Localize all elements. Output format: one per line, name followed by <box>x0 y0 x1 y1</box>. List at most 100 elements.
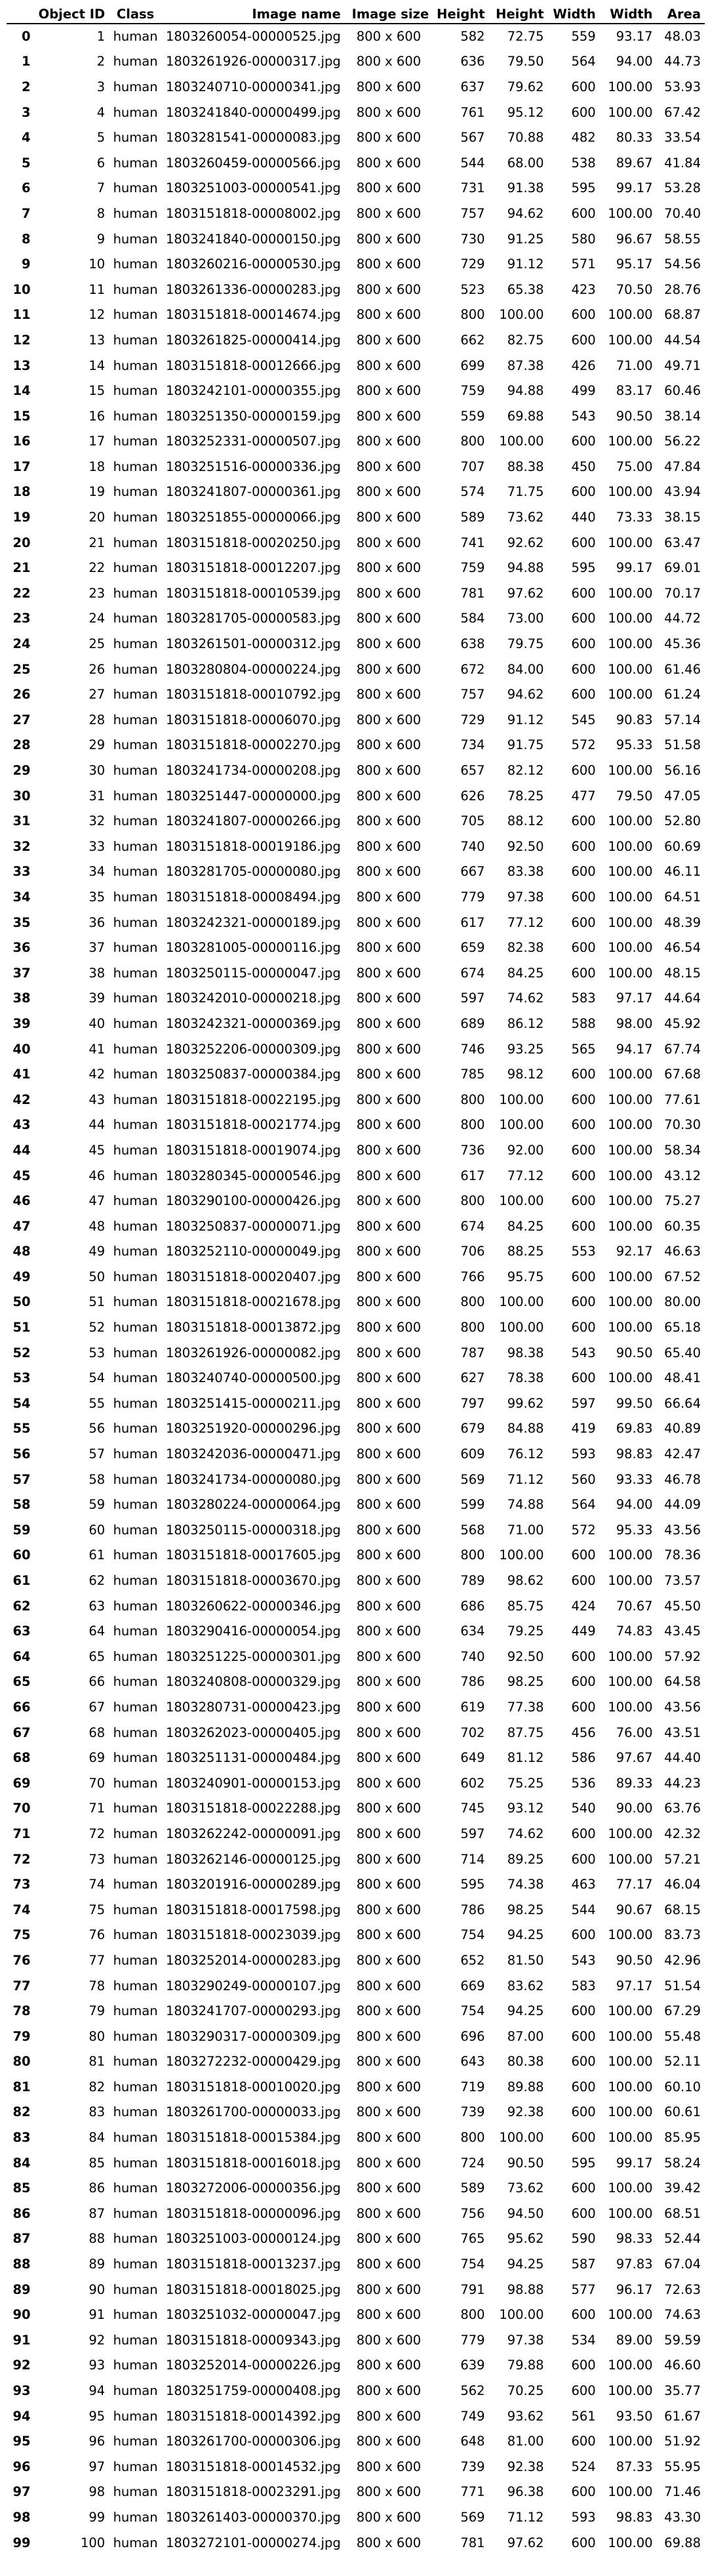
table-row: 92 93 human 1803252014-00000226.jpg 800 x 60… <box>7 2353 705 2379</box>
height-percent-cell: 80.38 <box>507 2054 544 2070</box>
image-name-cell: 1803260622-00000346.jpg <box>165 1598 341 1614</box>
width-percent-cell: 100.00 <box>608 889 653 905</box>
image-name-cell: 1803261700-00000033.jpg <box>165 2104 341 2120</box>
class-cell: human <box>113 560 158 576</box>
class-cell: human <box>113 54 158 70</box>
object-id-cell: 61 <box>89 1547 106 1563</box>
row-index: 93 <box>12 2383 31 2399</box>
height-percent-cell: 100.00 <box>499 1117 544 1133</box>
image-size-cell: 800 x 600 <box>356 1648 422 1664</box>
area-cell: 40.89 <box>664 1421 701 1437</box>
width-percent-cell: 94.00 <box>616 54 653 70</box>
width-percent-cell: 100.00 <box>608 1573 653 1589</box>
height-cell: 619 <box>460 1699 485 1715</box>
table-row: 53 54 human 1803240740-00000500.jpg 800 x 60… <box>7 1365 705 1391</box>
class-cell: human <box>113 1598 158 1614</box>
width-percent-cell: 79.50 <box>616 788 653 804</box>
width-cell: 600 <box>571 1269 596 1284</box>
object-id-cell: 20 <box>89 510 106 525</box>
row-index: 22 <box>12 585 31 601</box>
row-index: 17 <box>12 459 31 474</box>
object-id-cell: 93 <box>89 2358 106 2373</box>
height-cell: 797 <box>460 1395 485 1411</box>
width-cell: 590 <box>571 2231 596 2247</box>
table-row: 91 92 human 1803151818-00009343.jpg 800 x 60… <box>7 2327 705 2353</box>
image-name-cell: 1803242036-00000471.jpg <box>165 1446 341 1462</box>
image-size-cell: 800 x 600 <box>356 434 422 449</box>
object-id-cell: 35 <box>89 889 106 905</box>
row-index: 1 <box>22 54 31 70</box>
width-percent-cell: 92.17 <box>616 1244 653 1259</box>
table-row: 45 46 human 1803280345-00000546.jpg 800 x 60… <box>7 1163 705 1189</box>
height-cell: 589 <box>460 2180 485 2196</box>
row-index: 52 <box>12 1345 31 1360</box>
image-name-cell: 1803151818-00023291.jpg <box>165 2484 341 2500</box>
width-cell: 538 <box>571 155 596 171</box>
row-index: 3 <box>22 104 31 120</box>
width-cell: 600 <box>571 763 596 779</box>
width-cell: 560 <box>571 1471 596 1487</box>
width-percent-cell: 100.00 <box>608 763 653 779</box>
height-cell: 791 <box>460 2281 485 2297</box>
width-cell: 580 <box>571 231 596 247</box>
image-size-cell: 800 x 600 <box>356 2180 422 2196</box>
height-percent-cell: 88.38 <box>507 459 544 474</box>
height-percent-cell: 88.12 <box>507 813 544 829</box>
image-name-cell: 1803251516-00000336.jpg <box>165 459 341 474</box>
row-index: 81 <box>12 2079 31 2095</box>
width-cell: 595 <box>571 180 596 196</box>
width-percent-cell: 100.00 <box>608 1826 653 1841</box>
area-cell: 46.54 <box>664 940 701 956</box>
width-percent-cell: 100.00 <box>608 864 653 880</box>
height-percent-cell: 94.50 <box>507 2205 544 2221</box>
image-size-cell: 800 x 600 <box>356 2003 422 2019</box>
width-percent-cell: 90.67 <box>616 1902 653 1917</box>
image-size-cell: 800 x 600 <box>356 636 422 652</box>
height-percent-cell: 97.38 <box>507 889 544 905</box>
object-id-cell: 49 <box>89 1244 106 1259</box>
area-cell: 67.04 <box>664 2257 701 2272</box>
width-cell: 600 <box>571 535 596 550</box>
header-height-percent: Height <box>488 5 548 24</box>
area-cell: 70.30 <box>664 1117 701 1133</box>
area-cell: 70.40 <box>664 205 701 221</box>
height-percent-cell: 100.00 <box>499 1547 544 1563</box>
height-percent-cell: 99.62 <box>507 1395 544 1411</box>
table-row: 57 58 human 1803241734-00000080.jpg 800 x 60… <box>7 1467 705 1492</box>
height-cell: 754 <box>460 1927 485 1943</box>
height-percent-cell: 98.25 <box>507 1674 544 1690</box>
row-index: 25 <box>12 661 31 677</box>
width-cell: 600 <box>571 889 596 905</box>
height-percent-cell: 100.00 <box>499 434 544 449</box>
width-cell: 600 <box>571 2079 596 2095</box>
object-id-cell: 79 <box>89 2003 106 2019</box>
object-id-cell: 44 <box>89 1117 106 1133</box>
width-percent-cell: 100.00 <box>608 2358 653 2373</box>
height-cell: 800 <box>460 1193 485 1209</box>
image-size-cell: 800 x 600 <box>356 1497 422 1513</box>
object-id-cell: 45 <box>89 1142 106 1158</box>
width-percent-cell: 100.00 <box>608 2054 653 2070</box>
table-row: 52 53 human 1803261926-00000082.jpg 800 x 60… <box>7 1340 705 1366</box>
height-cell: 657 <box>460 763 485 779</box>
height-cell: 617 <box>460 914 485 930</box>
object-id-cell: 78 <box>89 1978 106 1993</box>
image-size-cell: 800 x 600 <box>356 1320 422 1336</box>
width-percent-cell: 95.17 <box>616 256 653 272</box>
area-cell: 45.36 <box>664 636 701 652</box>
width-cell: 571 <box>571 256 596 272</box>
width-percent-cell: 100.00 <box>608 2205 653 2221</box>
area-cell: 67.68 <box>664 1067 701 1082</box>
row-index: 34 <box>12 889 31 905</box>
table-row: 85 86 human 1803272006-00000356.jpg 800 x 60… <box>7 2175 705 2201</box>
class-cell: human <box>113 1851 158 1867</box>
height-cell: 674 <box>460 965 485 981</box>
table-row: 54 55 human 1803251415-00000211.jpg 800 x 60… <box>7 1391 705 1416</box>
height-cell: 686 <box>460 1598 485 1614</box>
width-percent-cell: 83.17 <box>616 383 653 399</box>
width-cell: 600 <box>571 585 596 601</box>
class-cell: human <box>113 2535 158 2550</box>
class-cell: human <box>113 2054 158 2070</box>
row-index: 4 <box>22 130 31 146</box>
object-id-cell: 27 <box>89 687 106 703</box>
